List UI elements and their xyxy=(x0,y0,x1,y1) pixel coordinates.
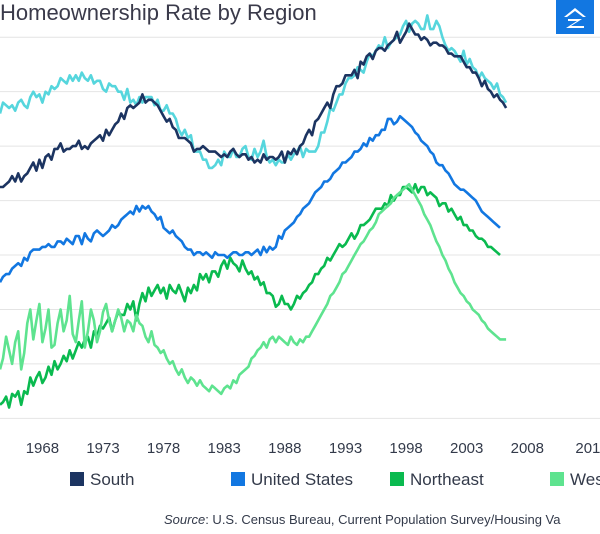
x-tick-label: 1988 xyxy=(268,440,301,457)
legend-label-west: West xyxy=(570,470,600,489)
x-axis-ticks: 1968 1973 1978 1983 1988 1993 1998 2003 2008 201 xyxy=(26,440,600,457)
legend-swatch-south xyxy=(70,472,84,486)
series-line-west xyxy=(0,182,507,396)
legend-swatch-west xyxy=(550,472,564,486)
legend-item-northeast: Northeast xyxy=(390,470,484,490)
legend-label-northeast: Northeast xyxy=(410,470,484,489)
legend: South United States Northeast West xyxy=(0,470,600,494)
series-line-south xyxy=(0,22,508,189)
source-note: Source: U.S. Census Bureau, Current Popu… xyxy=(164,512,560,527)
source-text: : U.S. Census Bureau, Current Population… xyxy=(205,512,561,527)
x-tick-label: 2008 xyxy=(511,440,544,457)
chart-title: Homeownership Rate by Region xyxy=(0,0,317,25)
x-tick-label: 1998 xyxy=(389,440,422,457)
x-tick-label: 1983 xyxy=(208,440,241,457)
gridlines xyxy=(0,36,600,419)
x-tick-label: 1978 xyxy=(147,440,180,457)
legend-item-united-states: United States xyxy=(231,470,353,490)
legend-item-south: South xyxy=(70,470,134,490)
x-tick-label: 1993 xyxy=(329,440,362,457)
legend-swatch-united-states xyxy=(231,472,245,486)
series-line-series-0 xyxy=(0,14,508,170)
series-lines xyxy=(0,14,508,409)
x-tick-label: 1968 xyxy=(26,440,59,457)
legend-label-south: South xyxy=(90,470,135,489)
x-tick-label: 2003 xyxy=(450,440,483,457)
legend-label-united-states: United States xyxy=(251,470,354,489)
source-label: Source xyxy=(164,512,206,527)
series-line-united-states xyxy=(0,114,501,283)
legend-item-west: West xyxy=(550,470,600,490)
zillow-house-icon xyxy=(556,0,594,34)
x-tick-label: 201 xyxy=(575,440,600,457)
legend-swatch-northeast xyxy=(390,472,404,486)
x-tick-label: 1973 xyxy=(86,440,119,457)
